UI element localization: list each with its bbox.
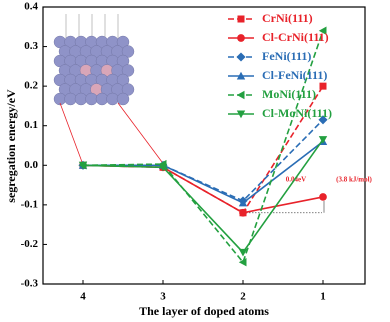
legend-label: FeNi(111) — [262, 49, 311, 63]
y-axis-label: segregation energy/eV — [4, 89, 18, 203]
marker — [236, 52, 246, 62]
marker — [158, 163, 168, 172]
y-tick-label: 0.4 — [24, 1, 38, 13]
x-tick-label: 2 — [240, 291, 246, 303]
marker — [78, 161, 88, 170]
y-tick-label: -0.3 — [21, 278, 39, 290]
pointer — [59, 102, 83, 163]
atom — [74, 92, 88, 106]
marker — [318, 136, 328, 144]
y-tick-label: 0.0 — [24, 159, 38, 171]
y-tick-label: 0.2 — [24, 80, 38, 92]
marker — [238, 198, 248, 207]
marker — [236, 110, 246, 119]
legend-label: Cl-CrNi(111) — [262, 30, 329, 44]
y-tick-label: 0.1 — [24, 119, 38, 131]
series-line — [82, 139, 324, 254]
annotation: 0.04eV — [286, 176, 306, 184]
x-tick-label: 1 — [320, 291, 326, 303]
series-line — [83, 140, 324, 204]
marker — [319, 193, 327, 201]
pointer — [117, 102, 163, 163]
marker — [318, 115, 328, 125]
marker — [237, 15, 245, 23]
marker — [319, 82, 327, 90]
x-tick-label: 4 — [80, 291, 86, 303]
legend-label: MoNi(111) — [262, 87, 316, 101]
series-line — [83, 119, 324, 202]
atom — [116, 92, 130, 106]
marker — [238, 258, 247, 267]
legend-label: CrNi(111) — [262, 11, 313, 25]
plot-frame — [42, 6, 366, 285]
marker — [238, 248, 248, 257]
inset-image — [53, 14, 135, 106]
y-tick-label: -0.1 — [21, 198, 38, 210]
annotation: (3.8 kJ/mol) — [336, 176, 372, 184]
y-tick-label: -0.2 — [21, 238, 39, 250]
marker — [236, 90, 245, 100]
legend-label: Cl-MoNi(111) — [262, 106, 332, 120]
marker — [237, 34, 245, 42]
atom — [95, 92, 109, 106]
marker — [318, 26, 327, 35]
marker — [236, 71, 246, 80]
marker — [239, 208, 247, 217]
y-tick-label: 0.3 — [24, 40, 38, 52]
atom — [85, 92, 98, 106]
x-tick-label: 3 — [160, 291, 166, 303]
atom — [106, 92, 119, 106]
x-axis-label: The layer of doped atoms — [139, 304, 269, 318]
atom — [64, 92, 77, 106]
legend-label: Cl-FeNi(111) — [262, 68, 327, 82]
series-line — [82, 30, 324, 264]
